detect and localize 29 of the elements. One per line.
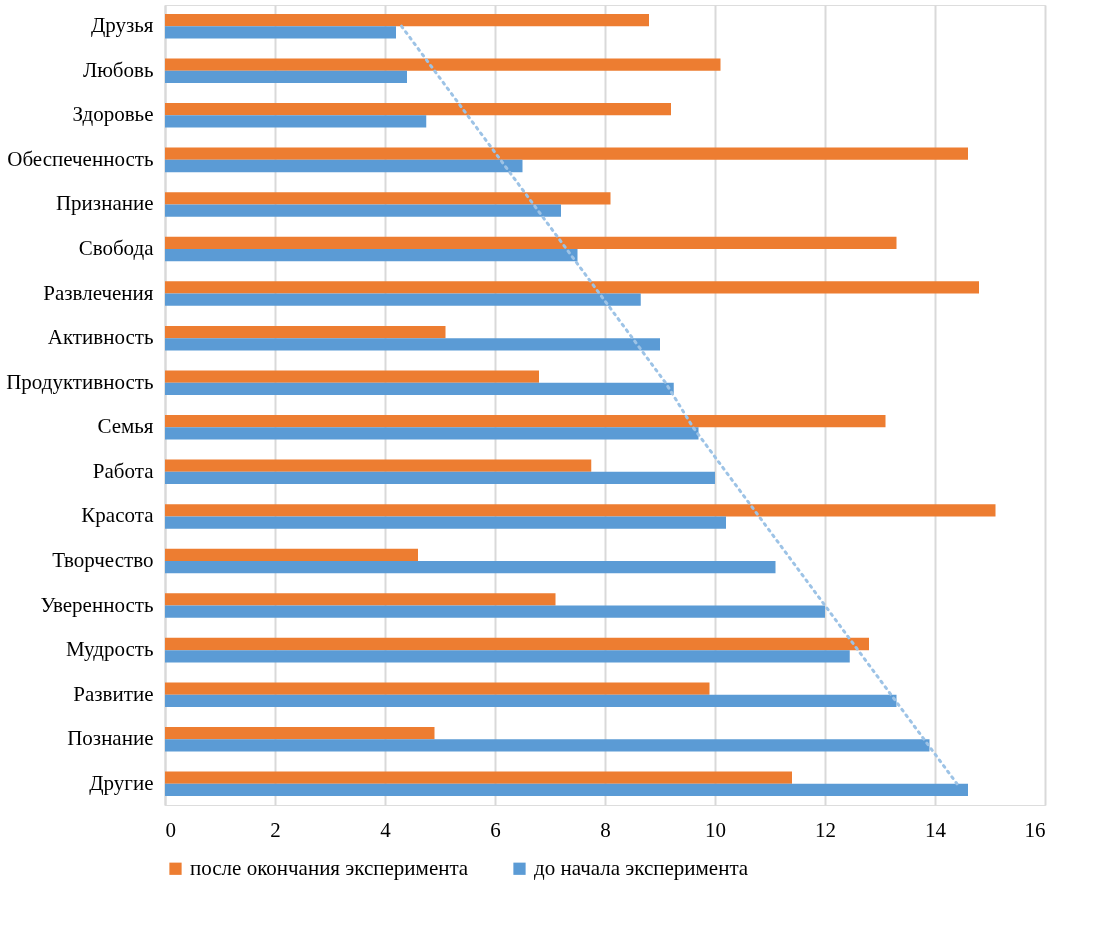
x-tick-label: 12 xyxy=(815,817,836,842)
y-tick-label: Красота xyxy=(81,503,155,528)
y-tick-label: Развлечения xyxy=(43,280,154,305)
y-tick-label: Свобода xyxy=(78,236,155,261)
y-tick-label: Любовь xyxy=(82,57,154,82)
y-tick-label: Активность xyxy=(47,325,154,350)
x-tick-label: 14 xyxy=(925,817,947,842)
x-tick-label: 16 xyxy=(1024,817,1046,842)
y-tick-label: Познание xyxy=(67,726,154,751)
x-tick-label: 10 xyxy=(705,817,726,842)
y-tick-label: Уверенность xyxy=(40,592,154,617)
y-tick-label: Мудрость xyxy=(65,637,154,662)
y-tick-label: Друзья xyxy=(90,13,154,38)
y-tick-label: Другие xyxy=(89,770,154,795)
y-tick-label: Развитие xyxy=(73,681,154,706)
x-tick-label: 0 xyxy=(165,817,176,842)
x-tick-label: 6 xyxy=(490,817,501,842)
x-tick-label: 8 xyxy=(600,817,611,842)
y-tick-label: Работа xyxy=(92,458,155,483)
y-tick-label: Семья xyxy=(97,414,154,439)
y-tick-label: Признание xyxy=(55,191,154,216)
legend-label: до начала эксперимента xyxy=(534,855,749,880)
legend-label: после окончания эксперимента xyxy=(190,855,469,880)
y-tick-label: Продуктивность xyxy=(6,369,154,394)
x-tick-label: 4 xyxy=(380,817,392,842)
x-tick-label: 2 xyxy=(270,817,281,842)
y-tick-label: Творчество xyxy=(52,547,154,572)
y-tick-label: Здоровье xyxy=(72,102,154,127)
y-tick-label: Обеспеченность xyxy=(7,146,154,171)
